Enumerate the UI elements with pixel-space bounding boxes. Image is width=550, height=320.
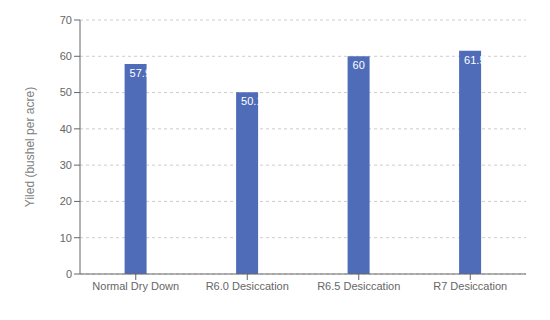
svg-text:20: 20: [60, 195, 72, 207]
svg-text:50.1: 50.1: [241, 95, 262, 107]
svg-text:R6.0 Desiccation: R6.0 Desiccation: [206, 280, 289, 292]
svg-text:60: 60: [353, 59, 365, 71]
svg-text:10: 10: [60, 232, 72, 244]
svg-text:R7 Desiccation: R7 Desiccation: [433, 280, 507, 292]
svg-text:57.9: 57.9: [130, 67, 151, 79]
svg-text:61.5: 61.5: [464, 54, 485, 66]
svg-text:0: 0: [66, 268, 72, 280]
svg-text:40: 40: [60, 123, 72, 135]
svg-text:50: 50: [60, 86, 72, 98]
svg-text:Normal Dry Down: Normal Dry Down: [92, 280, 179, 292]
svg-text:Yiled (bushel per acre): Yiled (bushel per acre): [23, 87, 37, 207]
svg-text:70: 70: [60, 14, 72, 26]
svg-text:60: 60: [60, 50, 72, 62]
svg-text:R6.5 Desiccation: R6.5 Desiccation: [317, 280, 400, 292]
svg-text:30: 30: [60, 159, 72, 171]
